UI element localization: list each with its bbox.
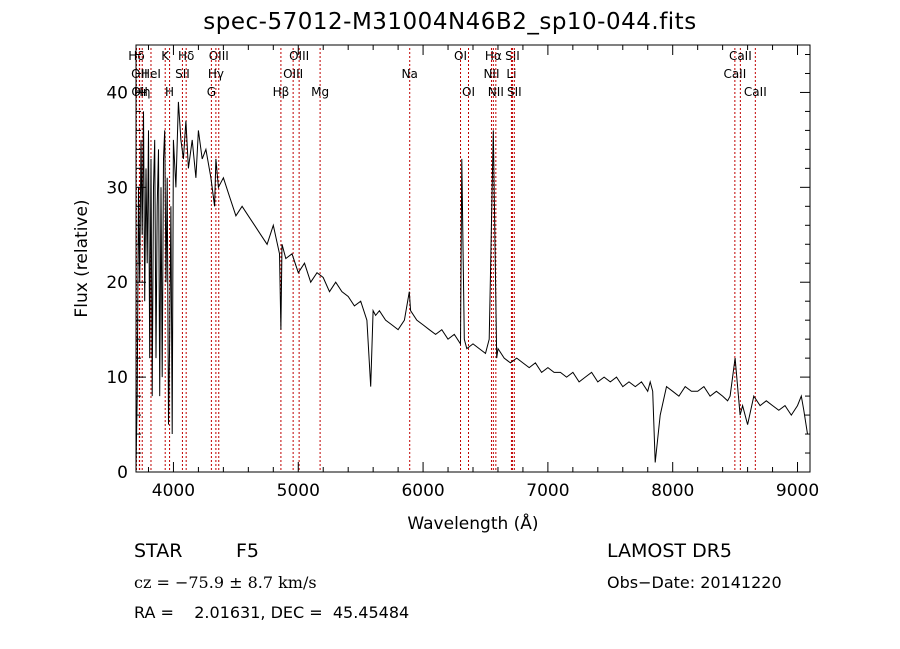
line-label-11: G (207, 85, 216, 99)
line-label-9: OIII (209, 49, 229, 63)
line-label-23: Li (506, 67, 516, 81)
object-subclass: F5 (236, 540, 260, 562)
survey-label: LAMOST DR5 (607, 540, 732, 562)
x-tick-label-3: 7000 (526, 481, 569, 501)
y-tick-label-1: 10 (106, 368, 128, 388)
line-label-22: SII (505, 49, 520, 63)
line-label-16: Na (402, 67, 418, 81)
x-tick-label-0: 4000 (152, 481, 195, 501)
spectrum-line (135, 101, 808, 468)
chart-title: spec-57012-M31004N46B2_sp10-044.fits (203, 9, 697, 35)
line-label-25: CaII (729, 49, 752, 63)
y-tick-label-4: 40 (106, 83, 128, 103)
y-tick-label-2: 20 (106, 273, 128, 293)
line-label-24: SII (507, 85, 522, 99)
line-label-17: OI (454, 49, 467, 63)
ra-dec: RA = 2.01631, DEC = 45.45484 (134, 603, 410, 622)
plot-frame (135, 44, 811, 473)
line-label-4: HeI (141, 67, 161, 81)
x-tick-label-2: 6000 (401, 481, 444, 501)
line-label-21: NII (488, 85, 504, 99)
x-tick-label-1: 5000 (277, 481, 320, 501)
y-tick-label-3: 30 (106, 178, 128, 198)
x-tick-label-5: 9000 (776, 481, 819, 501)
line-label-19: Hα (485, 49, 502, 63)
x-tick-label-4: 8000 (651, 481, 694, 501)
line-label-14: OIII (283, 67, 303, 81)
line-label-20: NII (483, 67, 499, 81)
line-label-6: H (165, 85, 174, 99)
y-tick-label-0: 0 (117, 463, 128, 483)
line-label-15: Mg (311, 85, 329, 99)
line-label-27: CaII (744, 85, 767, 99)
line-label-8: Hδ (178, 49, 194, 63)
line-label-12: Hβ (273, 85, 290, 99)
x-axis-label: Wavelength (Å) (407, 512, 538, 534)
line-label-18: OI (462, 85, 475, 99)
line-label-13: OIII (289, 49, 309, 63)
line-label-26: CaII (723, 67, 746, 81)
line-label-7: SII (175, 67, 190, 81)
redshift-cz: cz = −75.9 ± 8.7 km/s (134, 573, 317, 592)
y-axis-label: Flux (relative) (72, 199, 92, 317)
line-label-5: K (161, 49, 170, 63)
obs-date: Obs−Date: 20141220 (607, 573, 782, 592)
line-label-10: Hγ (208, 67, 224, 81)
object-class: STAR (134, 540, 183, 562)
